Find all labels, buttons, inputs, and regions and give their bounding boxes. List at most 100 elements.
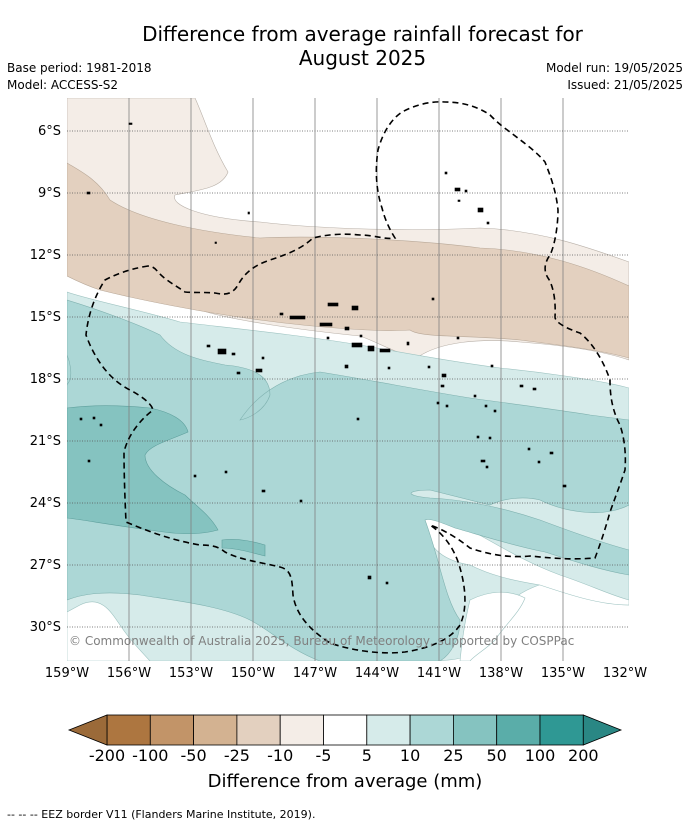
island-48 — [476, 435, 480, 439]
island-27 — [231, 352, 236, 356]
lon-label: 150°W — [230, 666, 276, 681]
island-11 — [431, 297, 435, 301]
colorbar-tick-label: 5 — [361, 746, 372, 765]
colorbar-tick-label: 100 — [524, 746, 556, 765]
island-9 — [477, 207, 484, 213]
island-15 — [289, 315, 306, 320]
island-22 — [379, 348, 391, 353]
lon-label: 132°W — [602, 666, 648, 681]
colorbar-tick-label: 25 — [443, 746, 464, 765]
colorbar-swatch — [149, 714, 195, 746]
lon-label: 141°W — [416, 666, 462, 681]
island-30 — [236, 371, 241, 375]
colorbar-tick-label: 50 — [486, 746, 507, 765]
island-60 — [299, 499, 303, 503]
contour-wet-dark-2 — [221, 539, 266, 557]
eez-borders — [85, 101, 627, 654]
island-1 — [128, 122, 133, 125]
island-13 — [351, 305, 359, 311]
colorbar-swatch — [106, 714, 151, 746]
island-42 — [484, 404, 488, 408]
island-32 — [387, 366, 391, 370]
meta-right: Model run: 19/05/2025 Issued: 21/05/2025 — [546, 60, 683, 94]
island-4 — [214, 241, 217, 244]
eez-border-cook-islands — [85, 101, 627, 654]
island-40 — [445, 404, 449, 408]
island-17 — [344, 326, 350, 331]
copyright-text: © Commonwealth of Australia 2025, Bureau… — [69, 634, 575, 648]
island-20 — [351, 342, 363, 348]
colorbar-tick-label: -100 — [132, 746, 169, 765]
colorbar-swatch — [323, 714, 368, 746]
island-8 — [457, 199, 461, 202]
colorbar-tick-label: 200 — [568, 746, 599, 765]
colorbar-swatch — [409, 714, 454, 746]
colorbar-high-extend — [582, 714, 623, 746]
island-21 — [367, 345, 375, 352]
lat-gridlines — [67, 130, 629, 628]
island-41 — [473, 394, 477, 398]
contour-dry-medium — [67, 162, 629, 359]
islands — [79, 122, 567, 585]
colorbar-swatch — [496, 714, 541, 746]
lon-label: 156°W — [106, 666, 152, 681]
island-19 — [359, 334, 363, 338]
island-38 — [532, 387, 537, 391]
island-44 — [79, 417, 83, 421]
island-16 — [319, 322, 333, 327]
lat-label: 12°S — [29, 248, 61, 263]
meta-left: Base period: 1981-2018 Model: ACCESS-S2 — [7, 60, 152, 94]
island-47 — [356, 417, 360, 421]
colorbar — [67, 714, 623, 746]
island-46 — [99, 423, 103, 427]
island-43 — [493, 409, 497, 413]
colorbar-swatch — [193, 714, 238, 746]
island-23 — [406, 341, 410, 346]
contour-wet-medium — [67, 299, 629, 661]
island-59 — [261, 489, 266, 493]
island-5 — [444, 171, 448, 175]
island-24 — [456, 336, 460, 340]
eez-footnote: -- -- -- EEZ border V11 (Flanders Marine… — [7, 808, 316, 821]
island-2 — [86, 191, 91, 195]
model-run: Model run: 19/05/2025 — [545, 61, 683, 75]
lat-label: 18°S — [29, 372, 61, 387]
lon-label: 138°W — [478, 666, 524, 681]
island-28 — [261, 356, 265, 360]
colorbar-tick-label: 10 — [399, 746, 421, 765]
colorbar-swatch — [452, 714, 498, 746]
island-56 — [193, 474, 197, 478]
island-3 — [247, 211, 250, 215]
lat-label: 24°S — [29, 496, 61, 511]
lat-label: 30°S — [29, 620, 61, 635]
title-line-1: Difference from average rainfall forecas… — [142, 22, 583, 46]
island-54 — [485, 465, 489, 469]
island-35 — [440, 384, 445, 388]
island-45 — [92, 416, 96, 420]
island-53 — [480, 459, 486, 463]
island-39 — [436, 401, 440, 405]
island-31 — [344, 364, 349, 369]
lon-label: 159°W — [44, 666, 90, 681]
model-name: Model: ACCESS-S2 — [7, 78, 119, 92]
lat-label: 15°S — [29, 310, 61, 325]
island-7 — [464, 189, 468, 193]
map-title: Difference from average rainfall forecas… — [100, 22, 625, 70]
island-18 — [326, 336, 330, 340]
island-57 — [224, 470, 228, 474]
island-14 — [279, 312, 284, 316]
island-34 — [441, 373, 447, 378]
contour-wet-small — [67, 354, 72, 386]
issued-date: Issued: 21/05/2025 — [567, 78, 683, 92]
island-52 — [537, 460, 541, 464]
colorbar-title: Difference from average (mm) — [207, 771, 483, 792]
colorbar-low-extend — [67, 714, 108, 746]
title-line-2: August 2025 — [298, 46, 427, 70]
base-period: Base period: 1981-2018 — [7, 61, 152, 75]
colorbar-swatch — [539, 714, 584, 746]
colorbar-swatch — [366, 714, 411, 746]
lon-label: 147°W — [292, 666, 338, 681]
lat-label: 27°S — [29, 558, 61, 573]
island-33 — [427, 365, 431, 369]
lat-label: 21°S — [29, 434, 61, 449]
